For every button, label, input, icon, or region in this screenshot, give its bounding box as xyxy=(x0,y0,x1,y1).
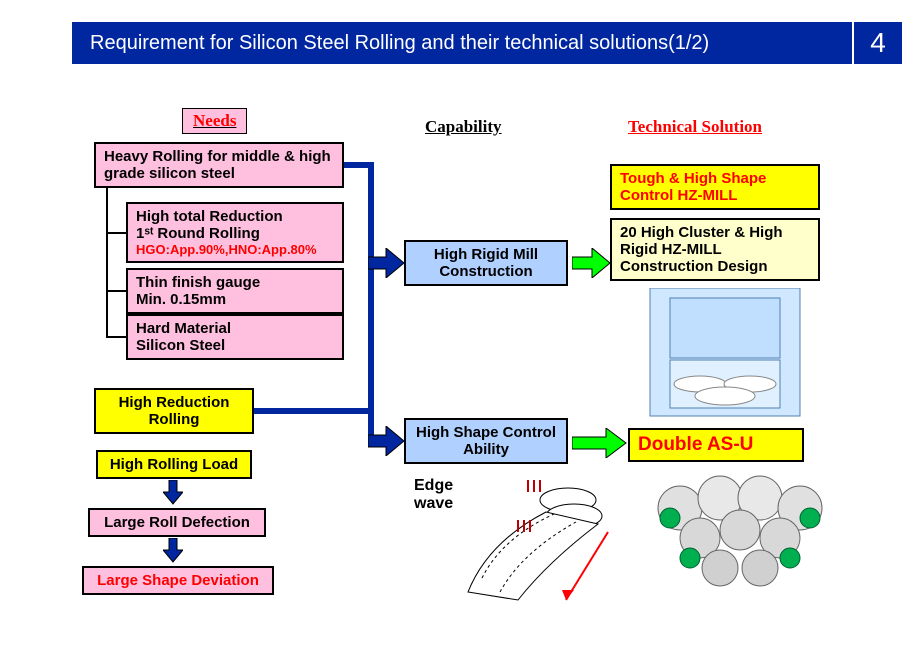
mill-illustration xyxy=(640,288,810,418)
section-label-needs: Needs xyxy=(182,108,247,134)
tree-h-line-1 xyxy=(106,232,126,234)
arrow-green-right-icon-2 xyxy=(572,428,628,458)
box-high-total-reduction: High total Reduction 1ˢᵗ Round Rolling H… xyxy=(126,202,344,263)
tree-h-line-3 xyxy=(106,336,126,338)
box-heavy-rolling: Heavy Rolling for middle & high grade si… xyxy=(94,142,344,188)
box-cluster-design: 20 High Cluster & High Rigid HZ-MILL Con… xyxy=(610,218,820,281)
arrow-right-icon-1 xyxy=(368,248,406,278)
box-hard-material: Hard Material Silicon Steel xyxy=(126,314,344,360)
box-large-roll-defection: Large Roll Defection xyxy=(88,508,266,537)
arrow-green-right-icon-1 xyxy=(572,248,612,278)
section-label-capability: Capability xyxy=(425,117,502,137)
box-large-shape-deviation: Large Shape Deviation xyxy=(82,566,274,595)
box-double-asu: Double AS-U xyxy=(628,428,804,462)
edge-wave-label: Edge wave xyxy=(414,477,453,512)
flow-line-2b xyxy=(368,162,374,443)
arrow-down-icon-1 xyxy=(163,480,183,506)
page-number: 4 xyxy=(854,22,902,64)
tree-h-line-2 xyxy=(106,290,126,292)
arrow-right-icon-2 xyxy=(368,426,406,456)
edge-wave-illustration xyxy=(458,472,618,612)
box-thin-gauge: Thin finish gauge Min. 0.15mm xyxy=(126,268,344,314)
arrow-down-icon-2 xyxy=(163,538,183,564)
box-high-rigid-mill: High Rigid Mill Construction xyxy=(404,240,568,286)
box-high-shape-control: High Shape Control Ability xyxy=(404,418,568,464)
box-tough-hz-mill: Tough & High Shape Control HZ-MILL xyxy=(610,164,820,210)
title-bar: Requirement for Silicon Steel Rolling an… xyxy=(72,22,852,64)
section-label-solution: Technical Solution xyxy=(628,117,762,137)
box-high-reduction-rolling: High Reduction Rolling xyxy=(94,388,254,434)
box-high-rolling-load: High Rolling Load xyxy=(96,450,252,479)
title-text: Requirement for Silicon Steel Rolling an… xyxy=(90,32,709,55)
asu-illustration xyxy=(640,468,840,608)
tree-vertical-line xyxy=(106,188,108,338)
flow-line-2a xyxy=(254,408,374,414)
